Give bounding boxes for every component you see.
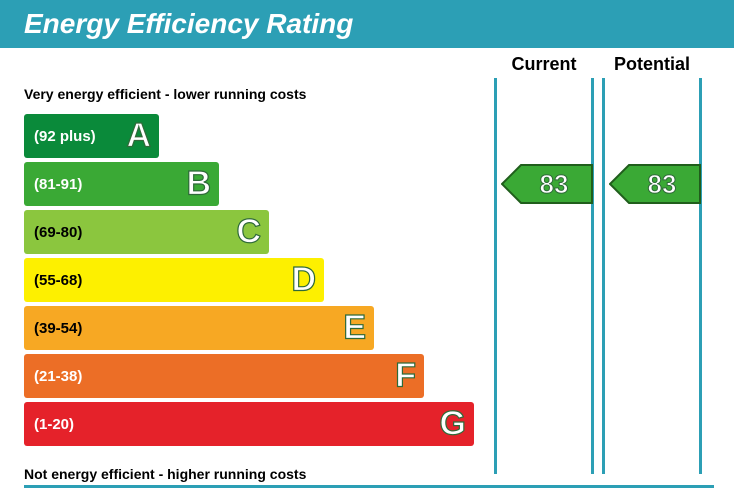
band-range-label: (69-80) xyxy=(34,224,82,241)
rating-band-b: (81-91) B xyxy=(24,162,219,206)
bottom-caption: Not energy efficient - higher running co… xyxy=(24,466,306,482)
top-caption: Very energy efficient - lower running co… xyxy=(24,86,306,102)
epc-chart: Very energy efficient - lower running co… xyxy=(24,78,714,488)
title-bar: Energy Efficiency Rating xyxy=(0,0,734,48)
band-letter: G xyxy=(440,406,466,440)
band-range-label: (21-38) xyxy=(34,368,82,385)
band-letter: C xyxy=(236,214,261,248)
arrow-value-text: 83 xyxy=(501,169,593,200)
rating-band-g: (1-20) G xyxy=(24,402,474,446)
rating-band-a: (92 plus) A xyxy=(24,114,159,158)
band-range-label: (81-91) xyxy=(34,176,82,193)
band-letter: F xyxy=(395,358,416,392)
column-header-current: Current xyxy=(494,54,594,75)
column-headers: Current Potential xyxy=(494,54,702,75)
title-text: Energy Efficiency Rating xyxy=(24,8,353,40)
band-letter: E xyxy=(343,310,366,344)
band-letter: B xyxy=(186,166,211,200)
current-value-arrow: 83 xyxy=(501,162,593,206)
value-columns: 83 83 xyxy=(494,78,702,474)
potential-value-arrow: 83 xyxy=(609,162,701,206)
rating-band-d: (55-68) D xyxy=(24,258,324,302)
rating-bands: (92 plus) A (81-91) B (69-80) C (55-68) D (39-54… xyxy=(24,114,479,450)
rating-band-c: (69-80) C xyxy=(24,210,269,254)
band-range-label: (55-68) xyxy=(34,272,82,289)
band-letter: A xyxy=(126,118,151,152)
rating-band-e: (39-54) E xyxy=(24,306,374,350)
column-header-potential: Potential xyxy=(602,54,702,75)
potential-column: 83 xyxy=(602,78,702,474)
band-letter: D xyxy=(291,262,316,296)
arrow-value-text: 83 xyxy=(609,169,701,200)
band-range-label: (39-54) xyxy=(34,320,82,337)
current-column: 83 xyxy=(494,78,594,474)
band-range-label: (1-20) xyxy=(34,416,74,433)
rating-band-f: (21-38) F xyxy=(24,354,424,398)
chart-baseline xyxy=(24,485,714,488)
band-range-label: (92 plus) xyxy=(34,128,96,145)
